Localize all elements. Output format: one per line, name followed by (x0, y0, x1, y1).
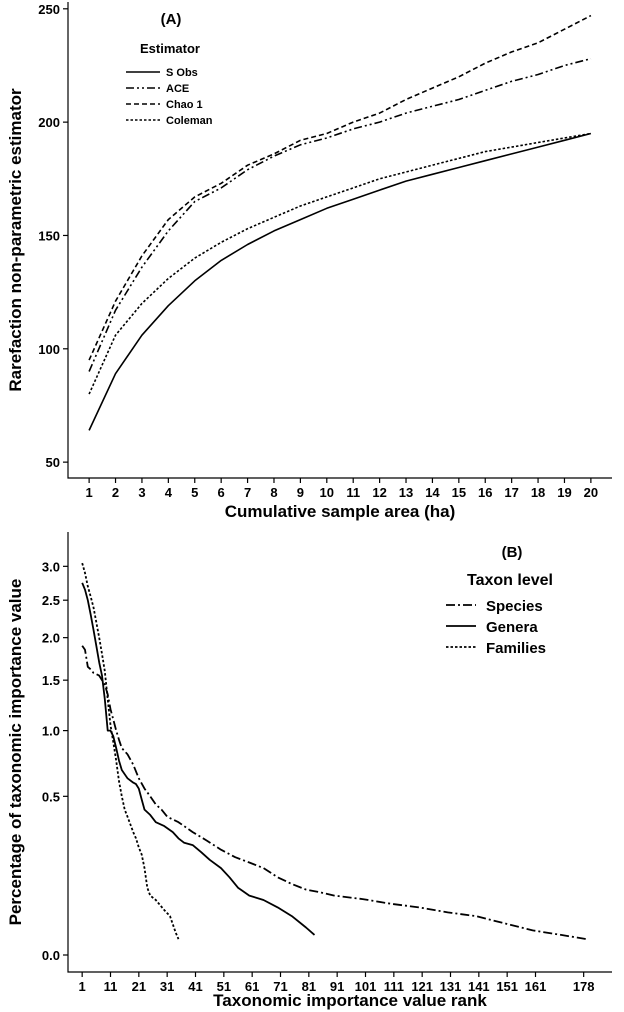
x-tick-label: 17 (504, 485, 518, 500)
panel-a-y-axis-title: Rarefaction non-parametric estimator (6, 88, 25, 392)
y-tick-label: 0.5 (42, 789, 60, 804)
x-tick-label: 7 (244, 485, 251, 500)
x-tick-label: 151 (496, 979, 518, 994)
panel-b-legend-title: Taxon level (467, 572, 553, 589)
series-line-families (81, 562, 180, 940)
panel-a-legend-title: Estimator (140, 41, 200, 56)
legend-label-s-obs: S Obs (166, 67, 198, 79)
x-tick-label: 51 (217, 979, 231, 994)
x-tick-label: 12 (372, 485, 386, 500)
x-tick-label: 11 (346, 485, 360, 500)
panel-a-label: (A) (161, 11, 182, 28)
series-line-coleman (88, 132, 592, 395)
y-tick-label: 50 (46, 455, 60, 470)
x-tick-label: 121 (411, 979, 433, 994)
legend-label-coleman: Coleman (166, 115, 213, 127)
panel-b-y-ticks: 0.0 0.5 1.0 1.5 2.0 2.5 3.0 (42, 559, 68, 963)
y-tick-label: 2.0 (42, 631, 60, 646)
x-tick-label: 11 (104, 979, 118, 994)
x-tick-label: 1 (79, 979, 86, 994)
x-tick-label: 141 (468, 979, 490, 994)
panel-b-legend: Taxon level Species Genera Families (446, 572, 553, 657)
x-tick-label: 161 (525, 979, 547, 994)
x-tick-label: 31 (160, 979, 174, 994)
x-tick-label: 13 (399, 485, 413, 500)
series-line-species (81, 645, 587, 940)
panel-b-y-axis-title: Percentage of taxonomic importance value (6, 579, 25, 926)
x-tick-label: 14 (425, 485, 440, 500)
x-tick-label: 9 (297, 485, 304, 500)
x-tick-label: 19 (557, 485, 571, 500)
panel-a-x-axis-title: Cumulative sample area (ha) (225, 502, 456, 521)
y-tick-label: 250 (38, 2, 60, 17)
series-line-genera (81, 582, 316, 936)
y-tick-label: 1.0 (42, 724, 60, 739)
series-line-s-obs (88, 132, 592, 431)
series-line-ace (88, 57, 592, 372)
x-tick-label: 4 (165, 485, 173, 500)
x-tick-label: 81 (302, 979, 316, 994)
y-tick-label: 150 (38, 228, 60, 243)
panel-a-x-ticks: 1 2 3 4 5 6 7 8 9 10 11 12 13 14 15 16 17 18 19 20 (86, 478, 598, 500)
y-tick-label: 3.0 (42, 559, 60, 574)
legend-label-families: Families (486, 640, 546, 657)
y-tick-label: 2.5 (42, 593, 60, 608)
x-tick-label: 41 (188, 979, 202, 994)
legend-label-chao-1: Chao 1 (166, 99, 203, 111)
x-tick-label: 111 (384, 979, 404, 994)
series-line-chao-1 (88, 14, 592, 361)
panel-b-chart: (B) Taxon level Species Genera Families … (6, 532, 612, 1010)
panel-a-chart: (A) Estimator S Obs ACE Chao 1 Coleman C… (6, 2, 612, 521)
x-tick-label: 18 (531, 485, 545, 500)
x-tick-label: 20 (584, 485, 598, 500)
x-tick-label: 3 (138, 485, 145, 500)
panel-b-x-ticks: 1 11 21 31 41 51 61 71 81 91 101 111 121 131 141 151 161… (79, 972, 595, 994)
x-tick-label: 5 (191, 485, 198, 500)
x-tick-label: 16 (478, 485, 492, 500)
legend-label-genera: Genera (486, 619, 538, 636)
x-tick-label: 2 (112, 485, 119, 500)
y-tick-label: 200 (38, 115, 60, 130)
x-tick-label: 91 (330, 979, 344, 994)
x-tick-label: 15 (452, 485, 466, 500)
panel-a-series (88, 14, 592, 431)
panel-a-axes (67, 2, 612, 479)
panel-a-legend: Estimator S Obs ACE Chao 1 Coleman (126, 41, 213, 127)
x-tick-label: 8 (270, 485, 277, 500)
panel-b-axes (67, 532, 612, 973)
y-tick-label: 100 (38, 342, 60, 357)
panel-b-x-axis-title: Taxonomic importance value rank (213, 991, 487, 1010)
legend-label-ace: ACE (166, 83, 189, 95)
x-tick-label: 1 (86, 485, 93, 500)
x-tick-label: 10 (320, 485, 334, 500)
y-tick-label: 1.5 (42, 673, 60, 688)
panel-b-label: (B) (502, 544, 523, 561)
x-tick-label: 6 (218, 485, 225, 500)
x-tick-label: 101 (355, 979, 377, 994)
panel-b-series (81, 562, 587, 940)
panel-a-y-ticks: 50 100 150 200 250 (38, 2, 68, 470)
legend-label-species: Species (486, 598, 543, 615)
x-tick-label: 71 (273, 979, 287, 994)
x-tick-label: 131 (440, 979, 462, 994)
x-tick-label: 21 (132, 979, 146, 994)
x-tick-label: 61 (245, 979, 259, 994)
y-tick-label: 0.0 (42, 948, 60, 963)
x-tick-label: 178 (573, 979, 595, 994)
